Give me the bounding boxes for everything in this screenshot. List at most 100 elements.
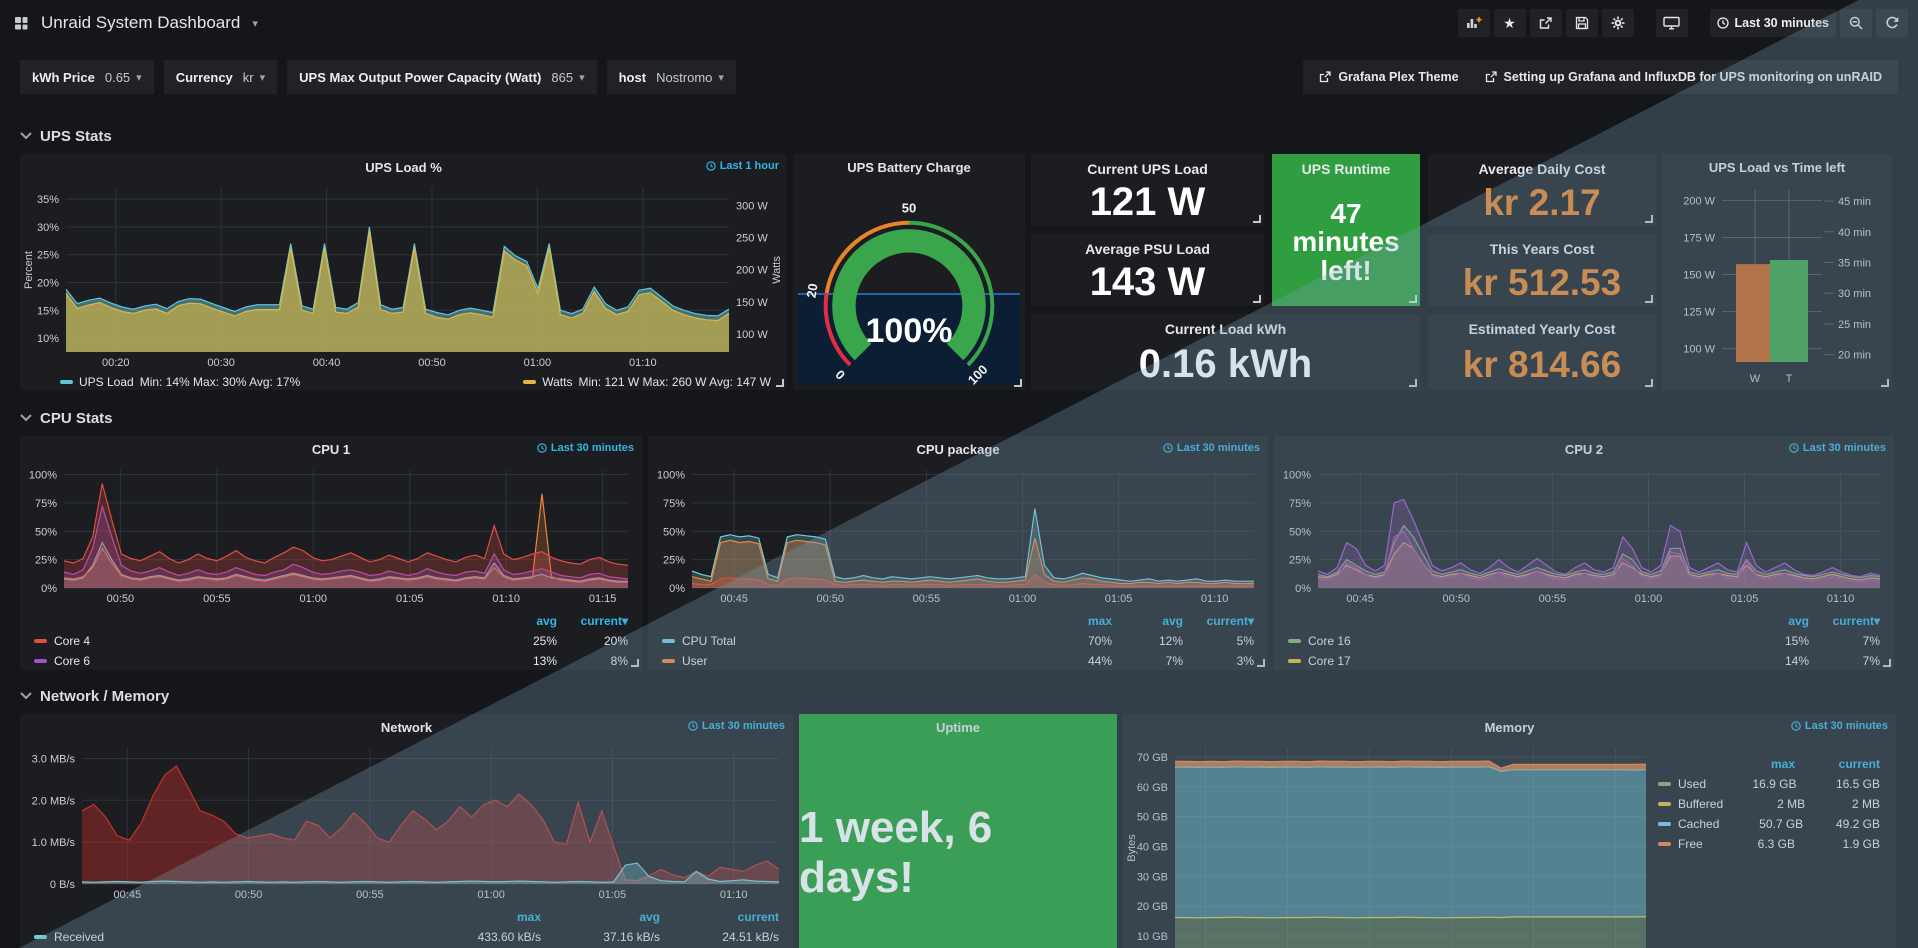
save-button[interactable] bbox=[1565, 9, 1598, 37]
legend-sort-header[interactable]: current▾ bbox=[580, 614, 628, 628]
legend-series-name[interactable]: CPU Total bbox=[682, 634, 736, 648]
svg-text:100 W: 100 W bbox=[1683, 344, 1715, 356]
legend-series-name[interactable]: Received bbox=[54, 930, 105, 944]
cpu2-chart[interactable]: 100% 75% 50% 25% 0% 00:45 00:50 00:55 01:00 01:05… bbox=[1274, 462, 1894, 611]
svg-text:20%: 20% bbox=[37, 278, 59, 290]
settings-button[interactable] bbox=[1601, 9, 1634, 37]
legend-sort-header[interactable]: current▾ bbox=[1832, 614, 1880, 628]
ups-load-vs-time-chart[interactable]: 200 W 175 W 150 W 125 W 100 W 45 min 40 min 35 … bbox=[1662, 180, 1892, 395]
legend-swatch-icon[interactable] bbox=[1658, 782, 1671, 786]
add-panel-button[interactable] bbox=[1457, 9, 1490, 37]
legend-swatch-icon[interactable] bbox=[34, 935, 47, 939]
panel-title[interactable]: CPU package bbox=[916, 441, 1000, 457]
legend-series-name[interactable]: Used bbox=[1678, 777, 1707, 791]
stat-title[interactable]: Current UPS Load bbox=[1087, 161, 1208, 177]
legend-swatch-icon[interactable] bbox=[1658, 802, 1671, 806]
variable-value-dropdown[interactable]: kr ▾ bbox=[242, 69, 266, 85]
panel-time-override[interactable]: Last 1 hour bbox=[705, 160, 779, 172]
legend-sort-header[interactable]: current bbox=[1838, 757, 1880, 771]
legend-sort-header[interactable]: max bbox=[1087, 614, 1112, 628]
legend-sort-header[interactable]: avg bbox=[1788, 614, 1809, 628]
legend-series-name[interactable]: Core 16 bbox=[1308, 634, 1351, 648]
legend-swatch-icon[interactable] bbox=[1658, 822, 1671, 826]
panel-time-override[interactable]: Last 30 minutes bbox=[688, 720, 785, 732]
variable-host[interactable]: host Nostromo ▾ bbox=[606, 60, 736, 94]
panel-title[interactable]: UPS Load % bbox=[365, 159, 442, 175]
link-grafana-plex-theme[interactable]: Grafana Plex Theme bbox=[1319, 70, 1459, 84]
panel-title[interactable]: UPS Battery Charge bbox=[847, 159, 971, 175]
variable-currency[interactable]: Currency kr ▾ bbox=[163, 60, 278, 94]
section-network-memory[interactable]: Network / Memory bbox=[20, 684, 1898, 708]
legend-series-name[interactable]: User bbox=[682, 654, 708, 668]
panel-title[interactable]: CPU 2 bbox=[1564, 441, 1604, 457]
legend-value: 6.3 GB bbox=[1757, 837, 1795, 851]
cycle-view-button[interactable] bbox=[1655, 9, 1688, 37]
legend-item[interactable]: Watts Min: 121 W Max: 260 W Avg: 147 W bbox=[523, 375, 771, 389]
panel-title[interactable]: Uptime bbox=[935, 719, 981, 735]
legend-value: 13% bbox=[532, 654, 557, 668]
variable-ups-max-output[interactable]: UPS Max Output Power Capacity (Watt) 865… bbox=[287, 60, 597, 94]
save-icon bbox=[1575, 16, 1588, 30]
legend-series-name[interactable]: Cached bbox=[1678, 817, 1720, 831]
stat-title[interactable]: Average PSU Load bbox=[1085, 241, 1210, 257]
legend-sort-header[interactable]: max bbox=[516, 910, 541, 924]
legend-swatch-icon bbox=[60, 380, 73, 384]
legend-series-name[interactable]: Core 4 bbox=[54, 634, 91, 648]
stat-title[interactable]: Estimated Yearly Cost bbox=[1468, 321, 1616, 337]
panel-title[interactable]: UPS Load vs Time left bbox=[1708, 159, 1846, 175]
panel-title[interactable]: Network bbox=[380, 719, 433, 735]
stat-title[interactable]: This Years Cost bbox=[1489, 241, 1595, 257]
legend-swatch-icon[interactable] bbox=[34, 639, 47, 643]
legend-series-name[interactable]: Free bbox=[1678, 837, 1703, 851]
dashboard-title[interactable]: Unraid System Dashboard bbox=[41, 13, 241, 32]
legend-sort-header[interactable]: current▾ bbox=[1206, 614, 1254, 628]
variable-value-dropdown[interactable]: 0.65 ▾ bbox=[104, 69, 142, 85]
panel-time-override[interactable]: Last 30 minutes bbox=[537, 442, 634, 454]
legend-sort-header[interactable]: current bbox=[737, 910, 779, 924]
stat-title[interactable]: Average Daily Cost bbox=[1478, 161, 1606, 177]
cpu1-chart[interactable]: 100% 75% 50% 25% 0% 00:50 00:55 01:00 01:05 01:10… bbox=[20, 462, 642, 611]
legend-series-name[interactable]: Core 17 bbox=[1308, 654, 1351, 668]
section-cpu-stats[interactable]: CPU Stats bbox=[20, 406, 1898, 430]
refresh-button[interactable] bbox=[1876, 9, 1908, 37]
panel-title[interactable]: CPU 1 bbox=[311, 441, 351, 457]
time-range-picker[interactable]: Last 30 minutes bbox=[1709, 9, 1836, 37]
legend-sort-header[interactable]: max bbox=[1770, 757, 1795, 771]
zoom-out-button[interactable] bbox=[1840, 9, 1872, 37]
star-button[interactable]: ★ bbox=[1493, 9, 1526, 37]
legend-swatch-icon[interactable] bbox=[1658, 842, 1671, 846]
panel-time-override[interactable]: Last 30 minutes bbox=[1789, 442, 1886, 454]
legend-series-name[interactable]: Core 6 bbox=[54, 654, 91, 668]
title-caret-icon[interactable]: ▾ bbox=[252, 17, 258, 30]
legend-item[interactable]: UPS Load Min: 14% Max: 30% Avg: 17% bbox=[60, 375, 300, 389]
link-ups-monitoring-guide[interactable]: Setting up Grafana and InfluxDB for UPS … bbox=[1485, 70, 1882, 84]
legend-swatch-icon[interactable] bbox=[1288, 639, 1301, 643]
network-chart[interactable]: 3.0 MB/s 2.0 MB/s 1.0 MB/s 0 B/s 00:45 00:50 0… bbox=[20, 740, 793, 907]
variable-kwh-price[interactable]: kWh Price 0.65 ▾ bbox=[20, 60, 154, 94]
legend-series-name[interactable]: Watts bbox=[542, 375, 573, 389]
legend-series-name[interactable]: UPS Load bbox=[79, 375, 134, 389]
legend-swatch-icon[interactable] bbox=[34, 659, 47, 663]
legend-series-name[interactable]: Buffered bbox=[1678, 797, 1724, 811]
stat-title[interactable]: UPS Runtime bbox=[1301, 161, 1391, 177]
ups-load-chart[interactable]: 35% 30% 25% 20% 15% 10% 300 W 250 W 200 W 150 W 10… bbox=[20, 180, 787, 375]
legend-swatch-icon[interactable] bbox=[1288, 659, 1301, 663]
legend-sort-header[interactable]: avg bbox=[1162, 614, 1183, 628]
battery-gauge[interactable]: 0 20 50 100 100% bbox=[793, 180, 1025, 390]
variable-value-dropdown[interactable]: Nostromo ▾ bbox=[656, 69, 724, 85]
legend-sort-header[interactable]: avg bbox=[536, 614, 557, 628]
variable-value-dropdown[interactable]: 865 ▾ bbox=[551, 69, 585, 85]
legend-row: User 44% 7% 3% bbox=[662, 651, 1254, 671]
legend-swatch-icon[interactable] bbox=[662, 639, 675, 643]
panel-title[interactable]: Memory bbox=[1484, 719, 1535, 735]
section-ups-stats[interactable]: UPS Stats bbox=[20, 124, 1898, 148]
panel-time-override[interactable]: Last 30 minutes bbox=[1791, 720, 1888, 732]
panel-time-override[interactable]: Last 30 minutes bbox=[1163, 442, 1260, 454]
legend-sort-header[interactable]: avg bbox=[639, 910, 660, 924]
share-button[interactable] bbox=[1529, 9, 1562, 37]
dashboard-grid-icon[interactable] bbox=[14, 16, 29, 31]
cpu-package-chart[interactable]: 100% 75% 50% 25% 0% 00:45 00:50 00:55 01:00 01:05… bbox=[648, 462, 1268, 611]
stat-title[interactable]: Current Load kWh bbox=[1164, 321, 1287, 337]
legend-swatch-icon[interactable] bbox=[662, 659, 675, 663]
